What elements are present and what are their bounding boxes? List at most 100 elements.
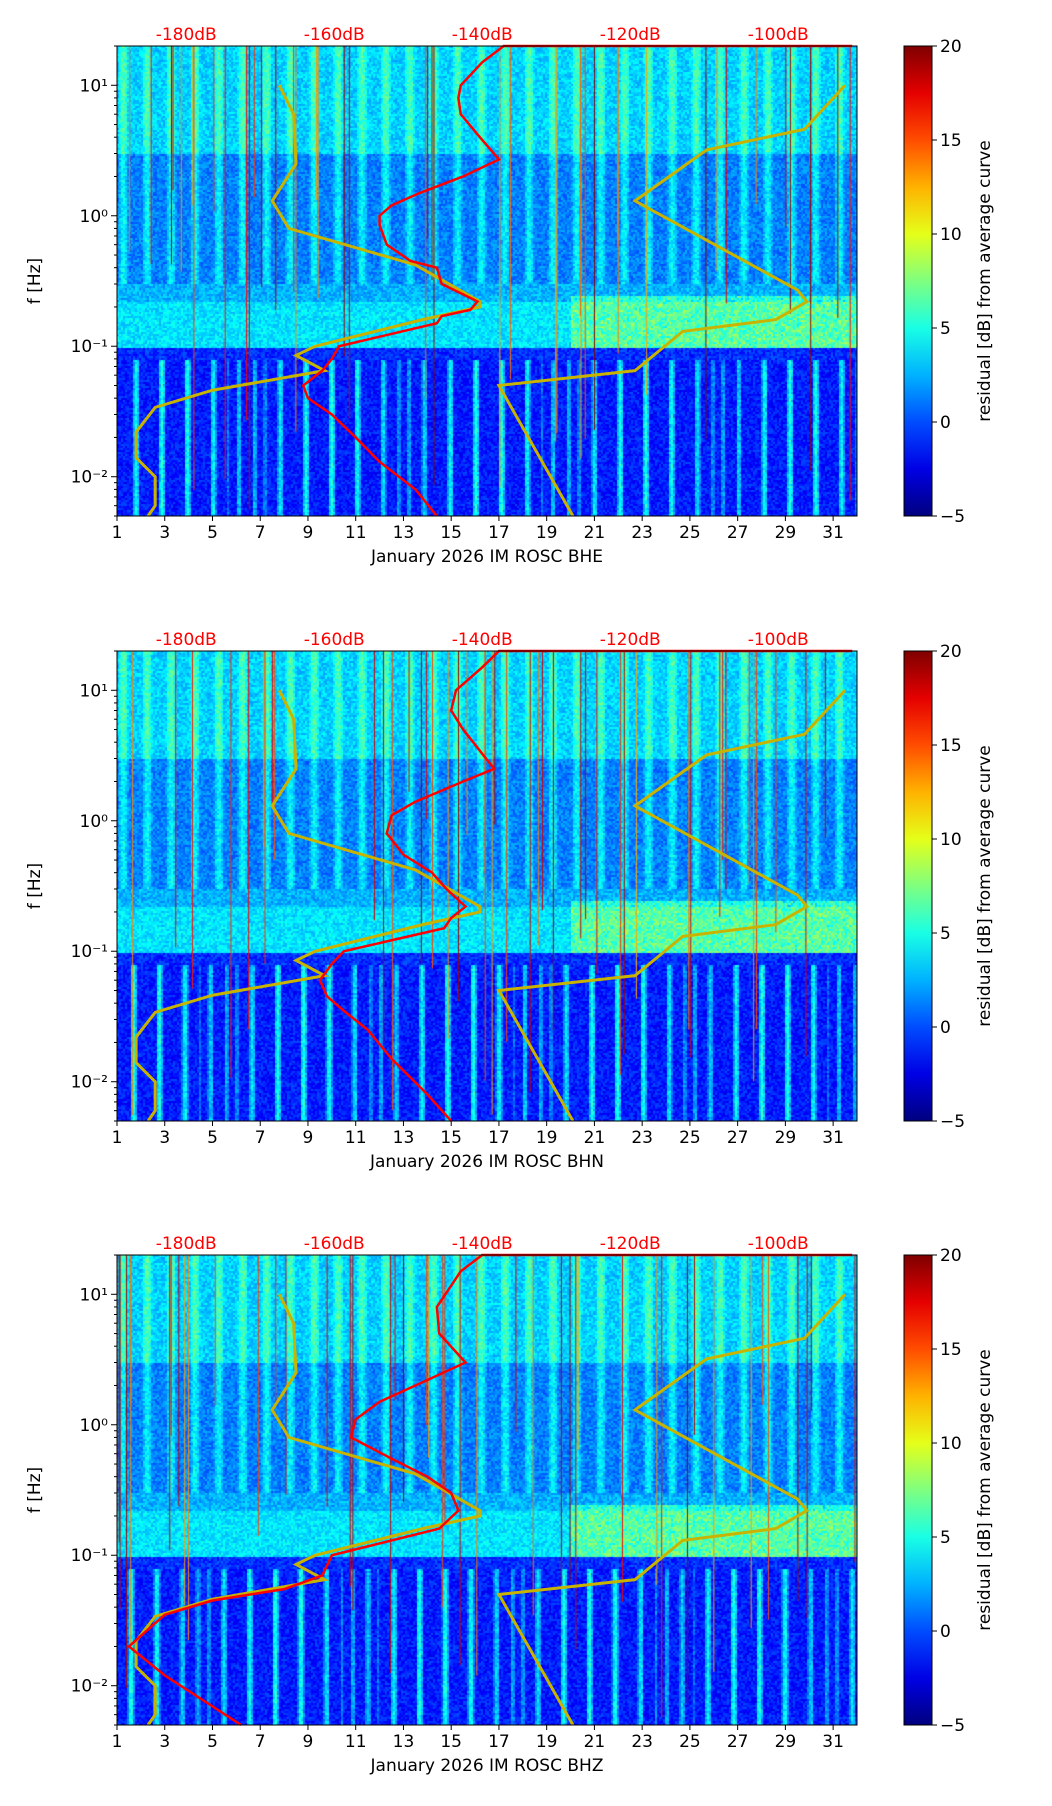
colorbar-label: residual [dB] from average curve bbox=[975, 745, 995, 1026]
colorbar bbox=[903, 45, 933, 517]
x-tick-label: 13 bbox=[393, 1732, 415, 1752]
x-tick-label: 21 bbox=[584, 1128, 606, 1148]
high-noise-model-curve bbox=[496, 1293, 847, 1726]
top-db-label: -160dB bbox=[304, 1234, 365, 1254]
colorbar-tick-label: 0 bbox=[940, 1622, 951, 1642]
y-tick-label: 10⁰ bbox=[80, 812, 109, 832]
y-tick-label: 10⁻² bbox=[71, 1073, 108, 1093]
x-tick-label: 19 bbox=[536, 523, 558, 543]
top-db-label: -140dB bbox=[452, 25, 513, 45]
x-tick-label: 21 bbox=[584, 523, 606, 543]
top-db-label: -100dB bbox=[748, 630, 809, 650]
top-db-label: -140dB bbox=[452, 1234, 513, 1254]
colorbar bbox=[903, 650, 933, 1122]
x-tick-label: 7 bbox=[255, 1732, 266, 1752]
x-axis-label: January 2026 IM ROSC BHE bbox=[370, 547, 603, 567]
colorbar-tick-label: 20 bbox=[940, 37, 962, 57]
x-tick-label: 5 bbox=[207, 1732, 218, 1752]
spectrogram-panel-1: 1 3 5 7 9 11 13 15 17 19 21 23 25 27 29 3110⁻²10⁻¹10⁰10… bbox=[25, 25, 995, 567]
spectrogram-panel-2: 1 3 5 7 9 11 13 15 17 19 21 23 25 27 29 3110⁻²10⁻¹10⁰10… bbox=[25, 630, 995, 1172]
x-tick-label: 5 bbox=[207, 1128, 218, 1148]
x-axis-label: January 2026 IM ROSC BHN bbox=[369, 1152, 604, 1172]
x-tick-label: 9 bbox=[303, 1732, 314, 1752]
x-tick-label: 7 bbox=[255, 523, 266, 543]
x-tick-label: 27 bbox=[727, 1732, 749, 1752]
x-tick-label: 9 bbox=[303, 523, 314, 543]
colorbar-tick-label: 10 bbox=[940, 1434, 962, 1454]
low-noise-model-curve bbox=[134, 84, 482, 517]
colorbar-tick-label: 0 bbox=[940, 413, 951, 433]
x-tick-label: 7 bbox=[255, 1128, 266, 1148]
x-tick-label: 31 bbox=[822, 523, 844, 543]
x-tick-label: 29 bbox=[775, 1732, 797, 1752]
top-db-label: -100dB bbox=[748, 25, 809, 45]
x-tick-label: 17 bbox=[488, 523, 510, 543]
plot-frame bbox=[116, 650, 858, 1122]
colorbar-label: residual [dB] from average curve bbox=[975, 1349, 995, 1630]
x-tick-label: 17 bbox=[488, 1732, 510, 1752]
x-tick-label: 13 bbox=[393, 1128, 415, 1148]
x-tick-label: 31 bbox=[822, 1732, 844, 1752]
plot-frame bbox=[116, 45, 858, 517]
colorbar-tick-label: 5 bbox=[940, 924, 951, 944]
x-tick-label: 11 bbox=[345, 523, 367, 543]
x-tick-label: 17 bbox=[488, 1128, 510, 1148]
spectrogram-image bbox=[117, 46, 857, 516]
x-tick-label: 3 bbox=[159, 523, 170, 543]
colorbar-tick-label: 20 bbox=[940, 1246, 962, 1266]
y-tick-label: 10⁰ bbox=[80, 1416, 109, 1436]
spectrogram-image bbox=[117, 651, 857, 1121]
x-tick-label: 29 bbox=[775, 523, 797, 543]
x-tick-label: 19 bbox=[536, 1732, 558, 1752]
colorbar-tick-label: 5 bbox=[940, 1528, 951, 1548]
x-tick-label: 15 bbox=[440, 523, 462, 543]
x-tick-label: 27 bbox=[727, 523, 749, 543]
x-tick-label: 3 bbox=[159, 1128, 170, 1148]
x-tick-label: 11 bbox=[345, 1128, 367, 1148]
x-tick-label: 1 bbox=[112, 1732, 123, 1752]
x-tick-label: 23 bbox=[631, 1732, 653, 1752]
colorbar-tick-label: 10 bbox=[940, 830, 962, 850]
median-psd-curve bbox=[127, 1253, 853, 1727]
y-tick-label: 10¹ bbox=[80, 681, 108, 701]
x-tick-label: 31 bbox=[822, 1128, 844, 1148]
top-db-label: -160dB bbox=[304, 630, 365, 650]
colorbar-tick-label: 10 bbox=[940, 225, 962, 245]
x-tick-label: 9 bbox=[303, 1128, 314, 1148]
y-tick-label: 10¹ bbox=[80, 1285, 108, 1305]
x-tick-label: 5 bbox=[207, 523, 218, 543]
x-tick-label: 15 bbox=[440, 1732, 462, 1752]
top-db-label: -180dB bbox=[156, 25, 217, 45]
x-tick-label: 13 bbox=[393, 523, 415, 543]
plot-frame bbox=[116, 1254, 858, 1726]
y-tick-label: 10⁻¹ bbox=[71, 1546, 108, 1566]
colorbar bbox=[903, 1254, 933, 1726]
top-db-label: -160dB bbox=[304, 25, 365, 45]
colorbar-label: residual [dB] from average curve bbox=[975, 140, 995, 421]
low-noise-model-curve bbox=[134, 1293, 482, 1726]
x-axis-label: January 2026 IM ROSC BHZ bbox=[370, 1756, 604, 1776]
x-tick-label: 1 bbox=[112, 523, 123, 543]
y-tick-label: 10⁻¹ bbox=[71, 942, 108, 962]
x-tick-label: 27 bbox=[727, 1128, 749, 1148]
x-tick-label: 19 bbox=[536, 1128, 558, 1148]
colorbar-tick-label: −5 bbox=[940, 507, 965, 527]
median-psd-curve bbox=[301, 44, 853, 517]
high-noise-model-curve bbox=[496, 84, 847, 517]
low-noise-model-curve bbox=[134, 689, 482, 1122]
x-tick-label: 1 bbox=[112, 1128, 123, 1148]
high-noise-model-curve bbox=[496, 689, 847, 1122]
colorbar-tick-label: 5 bbox=[940, 319, 951, 339]
top-db-label: -180dB bbox=[156, 630, 217, 650]
spectrogram-image bbox=[117, 1255, 857, 1725]
y-tick-label: 10⁻¹ bbox=[71, 337, 108, 357]
x-tick-label: 25 bbox=[679, 1732, 701, 1752]
colorbar-tick-label: 15 bbox=[940, 131, 962, 151]
x-tick-label: 29 bbox=[775, 1128, 797, 1148]
x-tick-label: 15 bbox=[440, 1128, 462, 1148]
x-tick-label: 21 bbox=[584, 1732, 606, 1752]
y-tick-label: 10⁻² bbox=[71, 468, 108, 488]
y-tick-label: 10⁻² bbox=[71, 1677, 108, 1697]
plot-area: 1 3 5 7 9 11 13 15 17 19 21 23 25 27 29 3110⁻²10⁻¹10⁰10… bbox=[25, 630, 995, 1172]
x-tick-label: 3 bbox=[159, 1732, 170, 1752]
